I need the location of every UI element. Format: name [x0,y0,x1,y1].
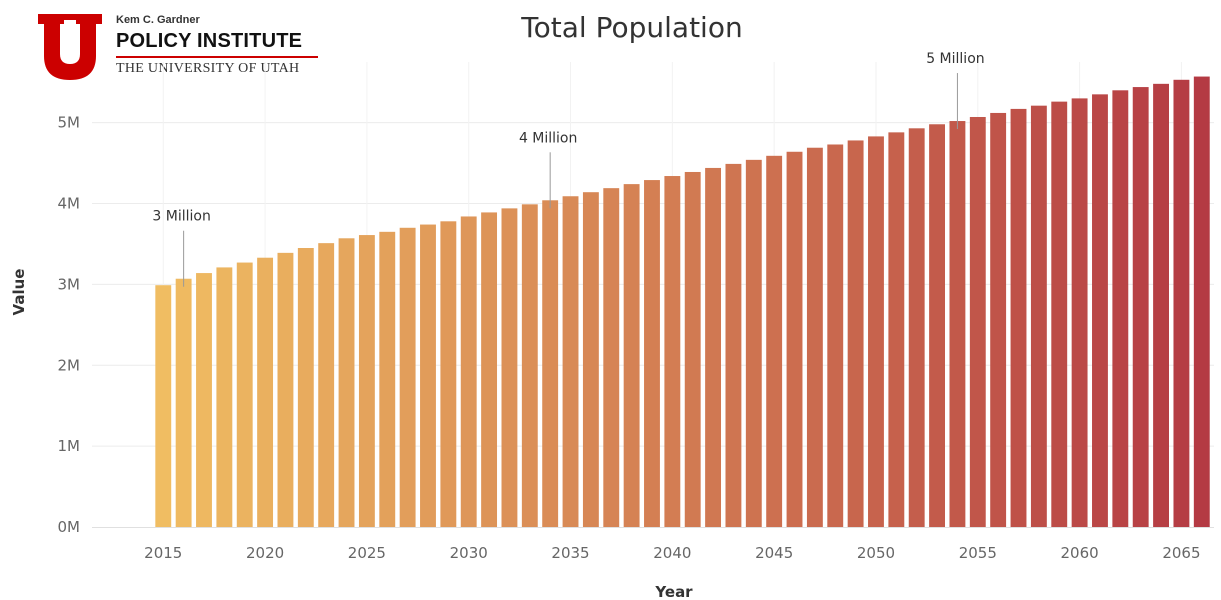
logo: Kem C. Gardner POLICY INSTITUTE THE UNIV… [38,12,338,84]
y-tick-label: 0M [58,518,81,536]
bar [562,196,579,528]
bar [969,116,986,527]
bar [236,262,253,527]
annotations: 3 Million 4 Million 5 Million [152,51,985,287]
bar [338,238,355,527]
bar [379,231,396,527]
x-tick-label: 2065 [1162,544,1200,562]
y-axis-title: Value [10,269,28,316]
logo-line-1: Kem C. Gardner [116,14,200,26]
bar [175,278,192,527]
bar [908,128,925,527]
x-tick-label: 2040 [653,544,691,562]
bar [1112,90,1129,527]
bar [664,176,681,527]
bar [1193,76,1210,527]
bar [1092,94,1108,527]
x-axis-title: Year [654,583,693,600]
y-tick-label: 3M [58,275,81,293]
bar [929,124,946,527]
annotation-label: 5 Million [926,51,984,67]
x-tick-label: 2030 [450,544,488,562]
annotation-label: 3 Million [152,209,210,225]
bar [949,121,966,527]
x-tick-label: 2015 [144,544,182,562]
bar [684,171,701,527]
bar [1132,87,1149,527]
bar [277,252,294,527]
bar [1010,108,1027,527]
bar [786,151,803,528]
y-tick-label: 4M [58,195,81,213]
bar [766,155,783,527]
bar [806,147,823,527]
x-axis-ticks: 2015 2020 2025 2030 2035 2040 2045 2050 2055 2060… [144,544,1200,562]
bar [216,267,233,527]
bar [440,221,457,527]
bar [1071,98,1088,528]
bar [297,248,314,527]
bar [399,227,416,528]
bar [257,257,274,527]
annotation-label: 4 Million [519,130,577,146]
x-tick-label: 2020 [246,544,284,562]
x-tick-label: 2045 [755,544,793,562]
bar [827,144,844,528]
bar [868,136,884,527]
bar [725,163,742,528]
bar [1051,101,1068,527]
x-tick-label: 2025 [348,544,386,562]
bar [501,208,518,528]
bar [1153,83,1169,528]
bar [623,184,640,527]
logo-divider [116,56,318,58]
bar [318,243,335,527]
bar [155,285,172,527]
bar [196,273,212,527]
bar [1030,105,1047,528]
bar [990,112,1007,528]
chart-title: Total Population [520,11,742,44]
bar [1173,79,1190,527]
bar [705,167,722,527]
bar [460,216,477,527]
y-tick-label: 5M [58,114,81,132]
y-tick-label: 2M [58,356,81,374]
bar [644,180,660,527]
bar [603,188,620,527]
y-axis-ticks: 0M 1M 2M 3M 4M 5M [58,114,81,536]
y-tick-label: 1M [58,437,81,455]
bar [521,204,538,527]
logo-line-3: THE UNIVERSITY OF UTAH [116,61,300,76]
university-u-logo-icon [38,14,102,80]
bar [481,212,498,527]
bars [155,76,1210,528]
bar [847,140,864,527]
bar [542,200,559,527]
bar [420,224,436,527]
x-tick-label: 2055 [959,544,997,562]
bar [745,159,762,527]
x-tick-label: 2035 [551,544,589,562]
bar [888,132,905,528]
logo-line-2: POLICY INSTITUTE [116,30,303,52]
bar [358,235,375,528]
x-tick-label: 2050 [857,544,895,562]
bar [582,192,599,527]
x-tick-label: 2060 [1061,544,1099,562]
